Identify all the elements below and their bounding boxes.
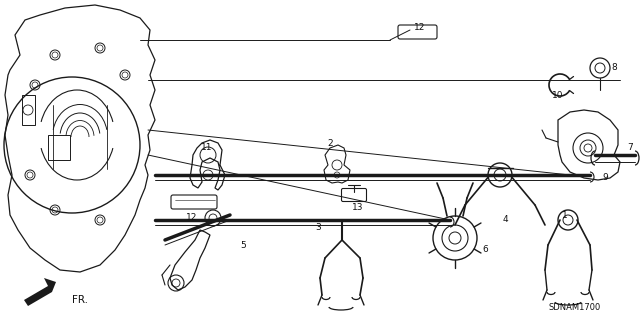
Text: 4: 4 [502,216,508,225]
Text: FR.: FR. [72,295,88,305]
Text: 13: 13 [352,204,364,212]
FancyBboxPatch shape [171,195,217,209]
Text: 7: 7 [627,144,633,152]
Text: 11: 11 [201,144,212,152]
Text: 12: 12 [186,213,198,222]
Text: 9: 9 [602,174,608,182]
Polygon shape [24,278,56,306]
Text: 3: 3 [315,224,321,233]
Text: 8: 8 [611,63,617,72]
Text: SDNAM1700: SDNAM1700 [549,303,601,313]
Text: 12: 12 [414,24,426,33]
FancyBboxPatch shape [342,189,367,202]
Text: 10: 10 [552,91,564,100]
Text: 2: 2 [327,138,333,147]
FancyBboxPatch shape [398,25,437,39]
Text: 5: 5 [240,241,246,249]
Text: 6: 6 [482,246,488,255]
Text: 1: 1 [562,211,568,220]
